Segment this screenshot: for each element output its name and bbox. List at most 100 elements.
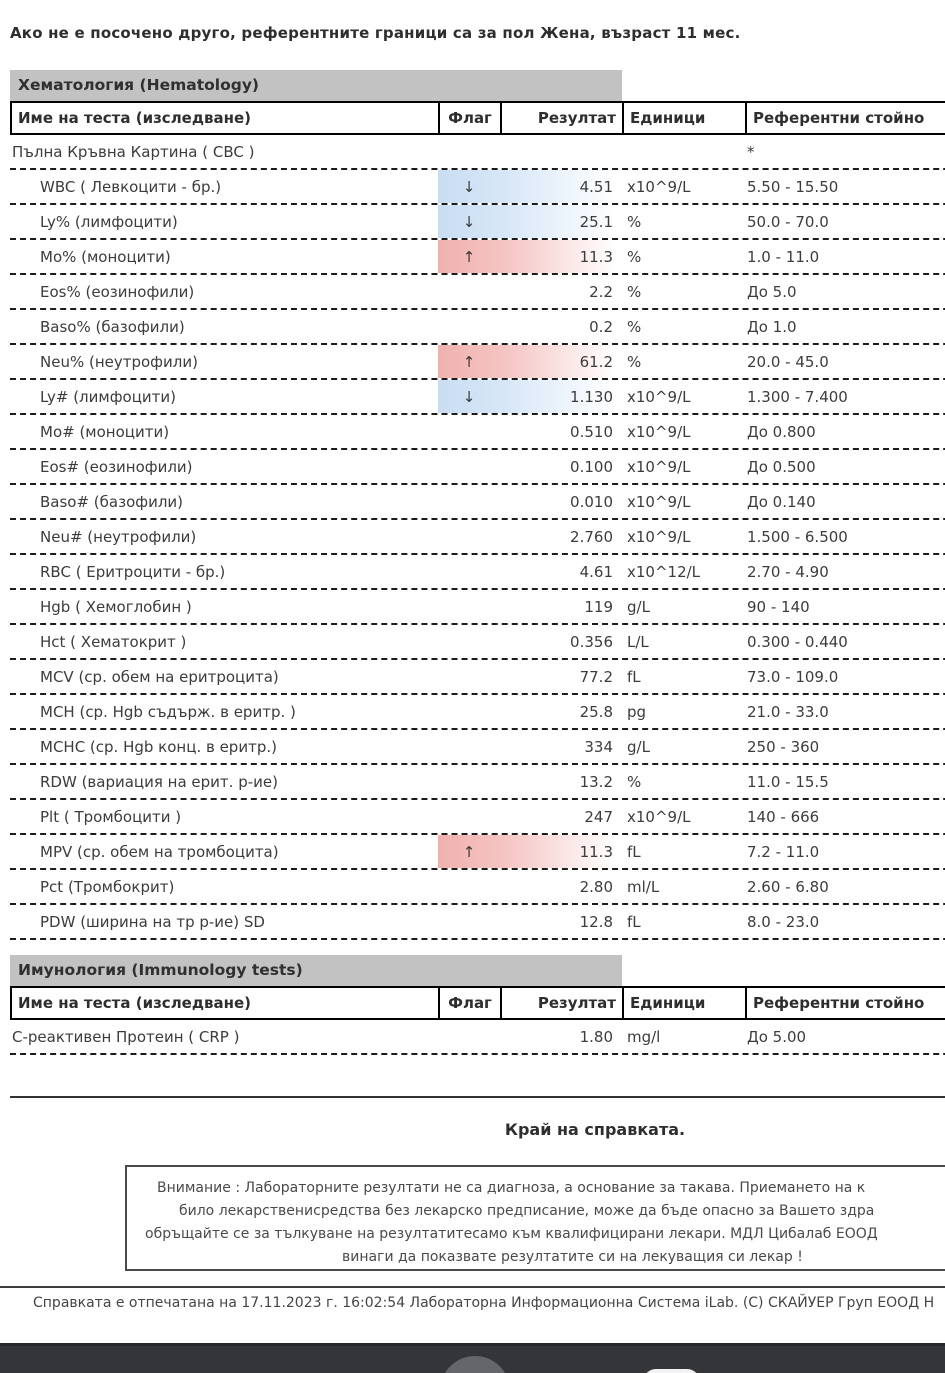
units-cell: pg xyxy=(627,702,647,721)
reference-cell: 21.0 - 33.0 xyxy=(747,702,829,721)
section-immunology: Имунология (Immunology tests) Име на тес… xyxy=(10,955,945,1055)
units-cell: g/L xyxy=(627,737,650,756)
reference-cell: 250 - 360 xyxy=(747,737,820,756)
test-name-cell: C-реактивен Протеин ( CRP ) xyxy=(12,1027,240,1046)
reference-cell: 7.2 - 11.0 xyxy=(747,842,820,861)
result-cell: 11.3 xyxy=(579,842,613,861)
table-row: Neu# (неутрофили) 2.760 x10^9/L 1.500 - … xyxy=(10,520,945,555)
reference-cell: До 0.140 xyxy=(747,492,816,511)
result-cell: 2.80 xyxy=(579,877,613,896)
column-header-units: Единици xyxy=(624,103,747,133)
reference-cell: 20.0 - 45.0 xyxy=(747,352,829,371)
result-cell: 247 xyxy=(584,807,613,826)
result-cell: 25.8 xyxy=(579,702,613,721)
result-cell: 119 xyxy=(584,597,613,616)
column-header-reference: Референтни стойно xyxy=(753,109,925,127)
test-name-cell: Mo% (моноцити) xyxy=(40,247,171,266)
reference-cell: До 1.0 xyxy=(747,317,797,336)
table-row: PDW (ширина на тр р-ие) SD 12.8 fL 8.0 -… xyxy=(10,905,945,940)
reference-cell: 2.70 - 4.90 xyxy=(747,562,829,581)
units-cell: % xyxy=(627,772,642,791)
flag-arrow-icon: ↓ xyxy=(462,387,476,406)
result-cell: 2.2 xyxy=(589,282,613,301)
units-cell: fL xyxy=(627,842,641,861)
table-row: C-реактивен Протеин ( CRP ) 1.80 mg/l До… xyxy=(10,1020,945,1055)
units-cell: % xyxy=(627,317,642,336)
result-cell: 1.80 xyxy=(579,1027,613,1046)
reference-cell: 90 - 140 xyxy=(747,597,810,616)
home-button-icon[interactable] xyxy=(440,1356,510,1373)
result-cell: 77.2 xyxy=(579,667,613,686)
reference-cell: 73.0 - 109.0 xyxy=(747,667,839,686)
test-name-cell: Eos# (еозинофили) xyxy=(40,457,193,476)
table-row: Ly% (лимфоцити) ↓ 25.1 % 50.0 - 70.0 xyxy=(10,205,945,240)
result-cell: 0.356 xyxy=(570,632,613,651)
table-row: Hgb ( Хемоглобин ) 119 g/L 90 - 140 xyxy=(10,590,945,625)
units-cell: x10^9/L xyxy=(627,527,691,546)
table-row: Pct (Тромбокрит) 2.80 ml/L 2.60 - 6.80 xyxy=(10,870,945,905)
reference-cell: 8.0 - 23.0 xyxy=(747,912,820,931)
flag-arrow-icon: ↓ xyxy=(462,212,476,231)
column-header-flag: Флаг xyxy=(440,988,502,1018)
lab-report-page: Ако не е посочено друго, референтните гр… xyxy=(0,24,945,1311)
column-header-result: Резултат xyxy=(502,103,624,133)
test-name-cell: Hgb ( Хемоглобин ) xyxy=(40,597,192,616)
units-cell: fL xyxy=(627,667,641,686)
result-cell: 0.510 xyxy=(570,422,613,441)
result-cell: 0.100 xyxy=(570,457,613,476)
table-row: Eos% (еозинофили) 2.2 % До 5.0 xyxy=(10,275,945,310)
test-name-cell: Hct ( Хематокрит ) xyxy=(40,632,187,651)
reference-cell: 1.300 - 7.400 xyxy=(747,387,848,406)
units-cell: x10^9/L xyxy=(627,457,691,476)
reference-cell: До 0.800 xyxy=(747,422,816,441)
test-name-cell: Ly% (лимфоцити) xyxy=(40,212,178,231)
test-name-cell: Baso% (базофили) xyxy=(40,317,185,336)
flag-arrow-icon: ↑ xyxy=(462,352,476,371)
reference-cell: До 5.00 xyxy=(747,1027,807,1046)
column-header-reference: Референтни стойно xyxy=(753,994,925,1012)
units-cell: x10^9/L xyxy=(627,492,691,511)
table-row: Hct ( Хематокрит ) 0.356 L/L 0.300 - 0.4… xyxy=(10,625,945,660)
result-cell: 12.8 xyxy=(579,912,613,931)
disclaimer-line: обръщайте се за тълкуване на резултатите… xyxy=(145,1226,878,1242)
footer-divider xyxy=(0,1286,945,1288)
result-cell: 0.2 xyxy=(589,317,613,336)
section-title-bar: Имунология (Immunology tests) xyxy=(10,955,622,986)
result-cell: 1.130 xyxy=(570,387,613,406)
section-hematology: Хематология (Hematology) Име на теста (и… xyxy=(10,70,945,940)
reference-cell: 5.50 - 15.50 xyxy=(747,177,839,196)
reference-cell: 0.300 - 0.440 xyxy=(747,632,848,651)
reference-cell: До 0.500 xyxy=(747,457,816,476)
flag-arrow-icon: ↑ xyxy=(462,247,476,266)
disclaimer-box: Внимание : Лабораторните резултати не са… xyxy=(125,1165,945,1271)
table-row: Eos# (еозинофили) 0.100 x10^9/L До 0.500 xyxy=(10,450,945,485)
units-cell: x10^9/L xyxy=(627,387,691,406)
units-cell: mg/l xyxy=(627,1027,661,1046)
table-row: Baso% (базофили) 0.2 % До 1.0 xyxy=(10,310,945,345)
table-row: Baso# (базофили) 0.010 x10^9/L До 0.140 xyxy=(10,485,945,520)
column-header-flag: Флаг xyxy=(440,103,502,133)
print-info: Справката е отпечатана на 17.11.2023 г. … xyxy=(33,1295,935,1311)
table-row: Ly# (лимфоцити) ↓ 1.130 x10^9/L 1.300 - … xyxy=(10,380,945,415)
result-cell: 334 xyxy=(584,737,613,756)
reference-cell: * xyxy=(747,142,755,161)
table-row: Neu% (неутрофили) ↑ 61.2 % 20.0 - 45.0 xyxy=(10,345,945,380)
disclaimer-line: било лекарственисредства без лекарско пр… xyxy=(179,1203,875,1219)
test-name-cell: WBC ( Левкоцити - бр.) xyxy=(40,177,222,196)
table-row: RBC ( Еритроцити - бр.) 4.61 x10^12/L 2.… xyxy=(10,555,945,590)
result-cell: 11.3 xyxy=(579,247,613,266)
reference-cell: До 5.0 xyxy=(747,282,797,301)
reference-cell: 11.0 - 15.5 xyxy=(747,772,829,791)
table-header-row: Име на теста (изследване) Флаг Резултат … xyxy=(10,101,945,135)
column-header-result: Резултат xyxy=(502,988,624,1018)
reference-note: Ако не е посочено друго, референтните гр… xyxy=(10,24,741,42)
reference-cell: 1.0 - 11.0 xyxy=(747,247,820,266)
report-end-divider xyxy=(10,1096,945,1098)
units-cell: g/L xyxy=(627,597,650,616)
disclaimer-line: Внимание : Лабораторните резултати не са… xyxy=(157,1180,866,1196)
recents-button-icon[interactable] xyxy=(643,1369,700,1373)
units-cell: % xyxy=(627,212,642,231)
flag-arrow-icon: ↑ xyxy=(462,842,476,861)
result-cell: 13.2 xyxy=(579,772,613,791)
units-cell: % xyxy=(627,352,642,371)
